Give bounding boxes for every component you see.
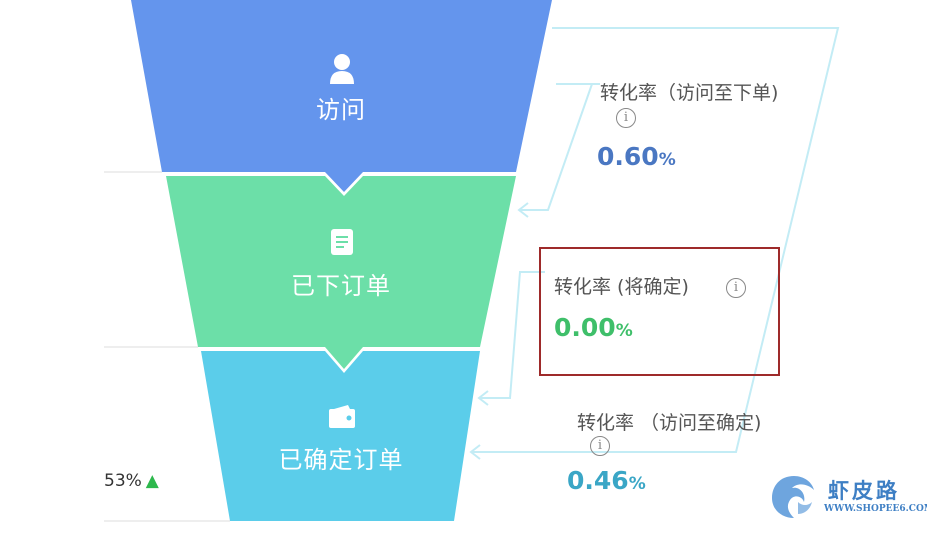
metric-value-to-confirm: 0.00% [554,313,633,342]
metric-number: 0.60 [597,142,659,171]
watermark-text: 虾皮路 [828,479,900,503]
connector-arrowhead [469,444,481,460]
stage-label-ordered: 已下订单 [291,272,391,300]
connector-visit-to-ordered [520,83,593,211]
connector-arrowhead [477,390,489,406]
highlight-box [539,247,780,376]
left-metric-value: 53% [104,471,142,491]
metric-value-visit-to-confirm: 0.46% [567,466,646,495]
user-icon [328,53,356,89]
left-metric: 53% ▲ [104,471,159,491]
watermark-logo-icon [768,472,820,524]
metric-label-to-confirm: 转化率 (将确定) [554,276,689,298]
metric-value-visit-to-order: 0.60% [597,142,676,171]
arrow-up-icon: ▲ [145,471,159,491]
document-icon [330,228,354,260]
watermark-url: WWW.SHOPEE6.COM [824,504,927,514]
metric-unit: % [658,150,676,170]
info-icon[interactable]: i [726,278,746,298]
metric-number: 0.46 [567,466,629,495]
funnel-stage-ordered[interactable] [166,176,516,369]
connector-arrowhead [517,202,529,218]
info-icon[interactable]: i [616,108,636,128]
funnel-stage-visit[interactable] [131,0,552,192]
metric-label-visit-to-order: 转化率（访问至下单) [600,82,779,104]
wallet-icon [328,405,356,433]
stage-label-visit: 访问 [316,96,366,124]
connector-ordered-to-confirmed [480,271,545,399]
info-icon[interactable]: i [590,436,610,456]
metric-unit: % [628,474,646,494]
metric-number: 0.00 [554,313,616,342]
stage-label-confirmed: 已确定订单 [278,446,404,474]
metric-unit: % [615,321,633,341]
funnel-stage-confirmed[interactable] [201,351,480,521]
metric-label-visit-to-confirm: 转化率 （访问至确定) [577,412,762,434]
